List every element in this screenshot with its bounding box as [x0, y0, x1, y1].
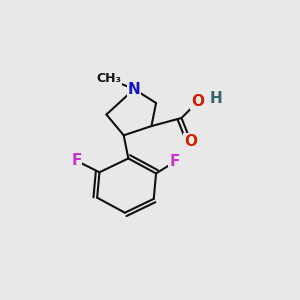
Text: O: O	[191, 94, 204, 109]
Text: O: O	[184, 134, 197, 148]
Text: F: F	[169, 154, 180, 169]
Text: H: H	[210, 91, 223, 106]
Text: F: F	[71, 153, 82, 168]
Text: CH₃: CH₃	[96, 72, 121, 85]
Text: N: N	[128, 82, 140, 97]
